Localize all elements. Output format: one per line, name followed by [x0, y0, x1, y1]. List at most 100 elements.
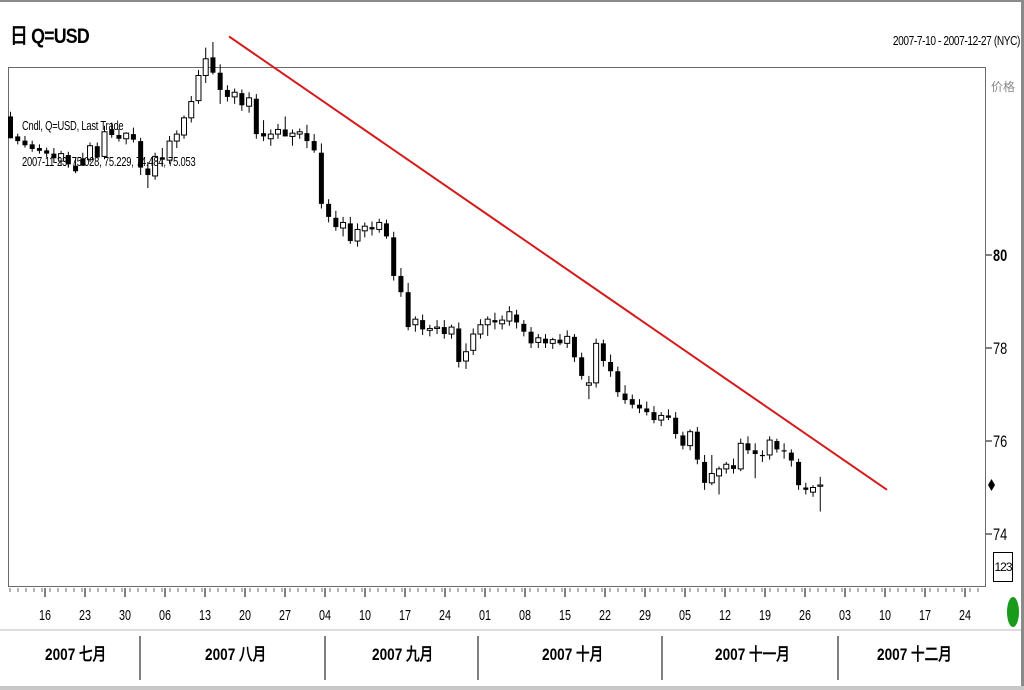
candle-body: [340, 221, 347, 229]
daily-icon: 日: [10, 25, 28, 48]
candle-body: [87, 145, 94, 161]
candle-body: [152, 155, 159, 177]
candle-body: [702, 461, 708, 483]
candle-body: [369, 227, 375, 230]
candle-body: [202, 58, 209, 77]
candle-body: [130, 134, 136, 140]
candle-body: [296, 131, 303, 135]
x-tick-label: 20: [239, 606, 251, 623]
candle-body: [543, 338, 549, 344]
candle-body: [80, 158, 86, 166]
candle-body: [333, 217, 339, 228]
candle-body: [101, 131, 108, 157]
candle-body: [716, 468, 723, 477]
month-label: 2007 十月: [542, 645, 604, 664]
zoom-button[interactable]: 123: [993, 552, 1013, 582]
x-tick-label: 15: [559, 606, 571, 623]
month-separators: [0, 629, 1021, 680]
candle-body: [456, 328, 462, 362]
candle-body: [44, 150, 50, 154]
candle-body: [535, 337, 542, 343]
x-tick-label: 26: [799, 606, 811, 623]
candle-body: [8, 116, 13, 139]
candle-body: [651, 412, 657, 421]
x-tick-label: 17: [399, 606, 411, 623]
candle-body: [658, 414, 665, 421]
x-tick-label: 24: [959, 606, 971, 623]
price-axis-label: 价格: [991, 80, 1016, 94]
candle-body: [398, 275, 404, 293]
candle-body: [441, 327, 447, 335]
candle-body: [528, 331, 534, 344]
candle-body: [347, 223, 353, 242]
candle-body: [484, 318, 491, 326]
candle-body: [564, 335, 571, 344]
candle-body: [448, 326, 455, 335]
candle-body: [817, 484, 824, 487]
x-tick-label: 10: [359, 606, 371, 623]
candle-body: [116, 135, 122, 139]
candle-body: [123, 132, 130, 140]
candle-body: [145, 168, 151, 176]
candle-body: [181, 117, 188, 136]
x-axis: 16 23 30 06 13 20 27 04 10 17 24 01 08 15 22 29 05 12 19 26…: [9, 588, 979, 623]
x-tick-label: 06: [159, 606, 171, 623]
month-label: 2007 八月: [205, 645, 267, 664]
candle-body: [708, 473, 715, 484]
candle-body: [231, 91, 238, 98]
candle-body: [391, 237, 397, 276]
candle-body: [462, 351, 469, 362]
candle-body: [629, 399, 635, 405]
candle-body: [803, 487, 809, 490]
y-tick-label: 80: [993, 246, 1007, 265]
candle-body: [224, 89, 230, 97]
candle-body: [434, 326, 441, 329]
month-label: 2007 十一月: [715, 645, 790, 664]
candle-body: [275, 128, 282, 135]
candle-body: [622, 393, 628, 401]
x-tick-label: 08: [519, 606, 531, 623]
candle-body: [644, 408, 650, 413]
candle-body: [289, 132, 296, 137]
month-label: 2007 七月: [45, 645, 107, 664]
candle-body: [109, 129, 115, 136]
candle-body: [138, 141, 144, 168]
status-indicator-icon: [1007, 597, 1019, 627]
candle-body: [788, 452, 794, 461]
x-tick-label: 12: [719, 606, 731, 623]
price-cursor: [988, 479, 995, 492]
candle-body: [665, 415, 671, 418]
candle-body: [796, 461, 802, 486]
candle-body: [593, 342, 600, 384]
x-tick-label: 23: [79, 606, 91, 623]
month-label: 2007 十二月: [877, 645, 952, 664]
candle-body: [282, 129, 288, 137]
candle-body: [246, 97, 253, 107]
x-tick-label: 04: [319, 606, 331, 623]
candle-body: [159, 157, 165, 160]
candle-body: [261, 133, 267, 137]
candle-body: [318, 152, 324, 204]
candle-body: [723, 463, 730, 470]
candle-body: [694, 431, 700, 460]
bottom-border: [0, 686, 1024, 690]
y-tick-label: 78: [993, 339, 1007, 358]
candle-body: [492, 320, 498, 323]
x-tick-label: 13: [199, 606, 211, 623]
x-tick-label: 16: [39, 606, 51, 623]
right-border: [1021, 0, 1024, 690]
candle-body: [426, 327, 433, 331]
x-tick-label: 29: [639, 606, 651, 623]
candle-body: [188, 101, 195, 119]
candle-body: [499, 319, 506, 325]
candle-body: [731, 465, 736, 469]
candle-body: [29, 144, 35, 149]
candle-body: [195, 75, 202, 102]
candle-body: [759, 454, 765, 457]
x-tick-label: 03: [839, 606, 851, 623]
candle-body: [420, 320, 426, 330]
candle-body: [752, 450, 758, 455]
candles: [8, 42, 824, 512]
candle-body: [506, 311, 513, 322]
